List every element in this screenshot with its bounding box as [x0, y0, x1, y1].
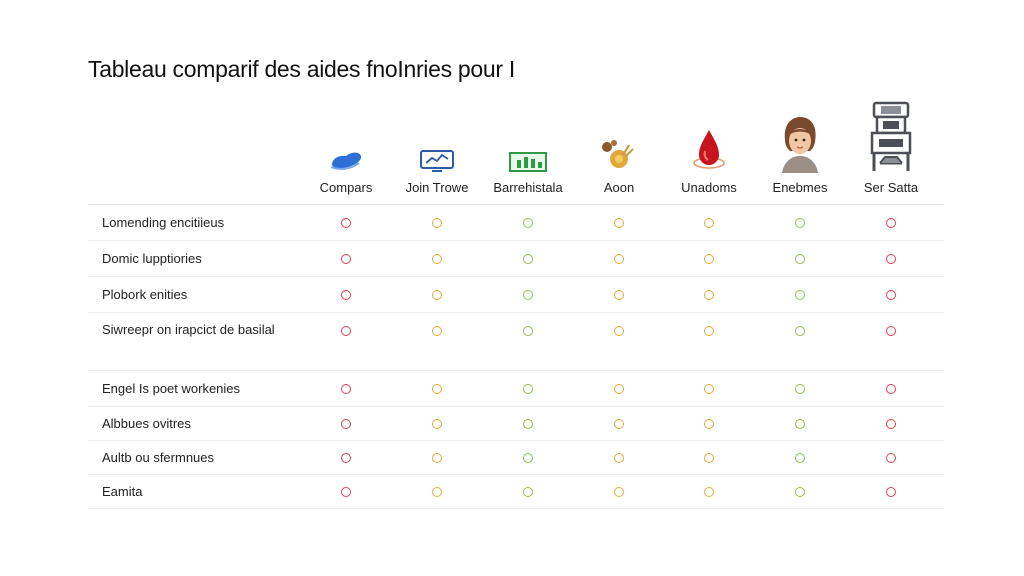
column-header: Barrehistala [481, 104, 575, 204]
status-red-marker [341, 453, 351, 463]
status-red-marker [886, 487, 896, 497]
status-orange-marker [704, 290, 714, 300]
status-red-marker [341, 326, 351, 336]
status-red-marker [341, 218, 351, 228]
row-label: Plobork enities [102, 287, 188, 302]
status-green-marker [795, 326, 805, 336]
row-label: Engel Is poet workenies [102, 381, 241, 396]
table-row: Plobork enities [88, 277, 944, 313]
column-label: Unadoms [681, 180, 737, 195]
status-red-marker [341, 254, 351, 264]
status-red-marker [341, 384, 351, 394]
status-green-marker [795, 384, 805, 394]
status-green-marker [795, 218, 805, 228]
status-orange-marker [614, 487, 624, 497]
status-orange-marker [704, 326, 714, 336]
table-row: Eamita [88, 475, 944, 509]
table-body: Lomending encitiieus Domic lupptiories Plo… [88, 205, 944, 509]
status-green-marker [795, 419, 805, 429]
status-green-marker [523, 254, 533, 264]
column-label: Join Trowe [405, 180, 469, 195]
status-orange-marker [614, 384, 624, 394]
row-label: Albbues ovitres [102, 416, 191, 431]
status-orange-marker [614, 326, 624, 336]
status-orange-marker [432, 487, 442, 497]
status-green-marker [523, 419, 533, 429]
column-label: Aoon [603, 180, 635, 195]
status-orange-marker [432, 419, 442, 429]
status-orange-marker [704, 218, 714, 228]
status-green-marker [523, 384, 533, 394]
status-green-marker [523, 487, 533, 497]
column-label: Ser Satta [863, 180, 919, 195]
status-green-marker [795, 487, 805, 497]
column-header: Join Trowe [390, 104, 484, 204]
status-orange-marker [432, 218, 442, 228]
column-header: Enebmes [753, 104, 847, 204]
table-row: Aultb ou sfermnues [88, 441, 944, 475]
status-green-marker [523, 453, 533, 463]
status-red-marker [341, 419, 351, 429]
status-orange-marker [614, 254, 624, 264]
status-red-marker [886, 419, 896, 429]
row-label: Eamita [102, 484, 143, 499]
status-green-marker [523, 218, 533, 228]
status-orange-marker [704, 384, 714, 394]
status-green-marker [523, 290, 533, 300]
chart-monitor-icon [418, 149, 456, 178]
status-red-marker [341, 487, 351, 497]
page-title: Tableau comparif des aides fnoInries pou… [88, 56, 515, 82]
status-orange-marker [432, 254, 442, 264]
grain-icon [599, 139, 639, 178]
machine-icon [868, 101, 914, 178]
status-orange-marker [704, 453, 714, 463]
column-header: Aoon [572, 104, 666, 204]
person-avatar-icon [777, 115, 823, 178]
status-red-marker [886, 218, 896, 228]
table-row: Albbues ovitres [88, 407, 944, 441]
row-label: Domic lupptiories [102, 251, 202, 266]
status-orange-marker [432, 384, 442, 394]
drop-icon [689, 127, 729, 178]
status-orange-marker [432, 326, 442, 336]
table-row: Domic lupptiories [88, 241, 944, 277]
column-label: Barrehistala [493, 180, 563, 195]
status-red-marker [886, 254, 896, 264]
status-orange-marker [614, 290, 624, 300]
comparison-table: Compars Join Trowe Barrehistala Aoon Unadoms… [88, 101, 944, 509]
column-header: Compars [299, 104, 393, 204]
status-orange-marker [614, 453, 624, 463]
status-green-marker [523, 326, 533, 336]
status-orange-marker [432, 453, 442, 463]
status-orange-marker [432, 290, 442, 300]
status-red-marker [886, 290, 896, 300]
table-row: Siwreepr on irapcict de basilal [88, 313, 944, 371]
status-green-marker [795, 254, 805, 264]
status-orange-marker [704, 254, 714, 264]
column-label: Compars [319, 180, 373, 195]
bar-chart-icon [508, 151, 548, 178]
column-header: Unadoms [662, 104, 756, 204]
status-red-marker [886, 326, 896, 336]
column-label: Enebmes [772, 180, 828, 195]
table-row: Engel Is poet workenies [88, 371, 944, 407]
column-header: Ser Satta [844, 101, 938, 204]
status-orange-marker [614, 419, 624, 429]
status-orange-marker [704, 419, 714, 429]
row-label: Aultb ou sfermnues [102, 450, 215, 465]
status-orange-marker [704, 487, 714, 497]
status-green-marker [795, 290, 805, 300]
status-orange-marker [614, 218, 624, 228]
shoe-icon [328, 149, 364, 178]
status-green-marker [795, 453, 805, 463]
row-label: Lomending encitiieus [102, 215, 225, 230]
table-header: Compars Join Trowe Barrehistala Aoon Unadoms… [88, 101, 944, 205]
status-red-marker [886, 384, 896, 394]
status-red-marker [886, 453, 896, 463]
row-label: Siwreepr on irapcict de basilal [102, 322, 275, 337]
status-red-marker [341, 290, 351, 300]
table-row: Lomending encitiieus [88, 205, 944, 241]
